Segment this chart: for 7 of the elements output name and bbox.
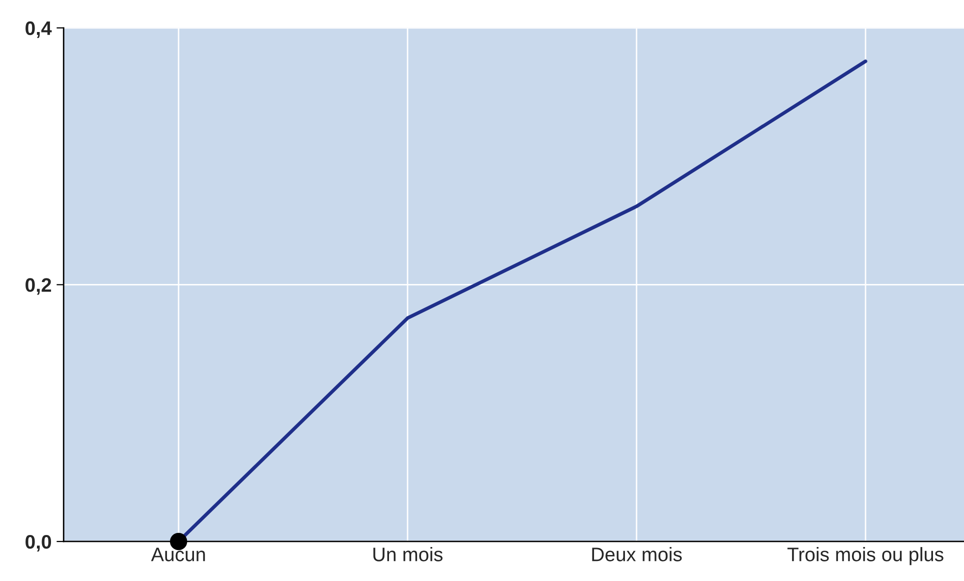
x-tick-label: Deux mois	[592, 547, 682, 562]
x-tick-label: Aucun	[151, 548, 205, 562]
y-tick-label: 0,2	[26, 278, 52, 295]
x-tick-label: Un mois	[373, 547, 443, 562]
y-tick-label: 0,4	[26, 21, 52, 38]
x-tick-label: Trois mois ou plus	[787, 547, 944, 566]
y-tick-label: 0,0	[26, 534, 52, 552]
